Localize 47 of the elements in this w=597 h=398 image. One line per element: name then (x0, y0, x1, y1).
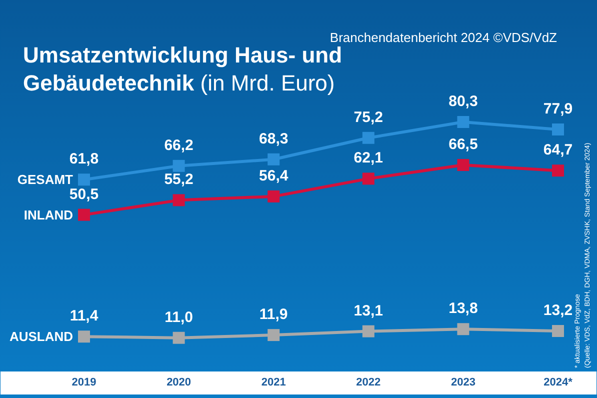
point (268, 190, 280, 202)
point (362, 172, 374, 185)
point (552, 164, 564, 177)
data-label: 61,8 (69, 150, 99, 168)
x-tick-label: 2022 (356, 376, 381, 388)
data-label: 13,8 (448, 300, 478, 318)
x-tick-label: 2023 (450, 376, 476, 388)
point (457, 158, 470, 171)
point (172, 194, 185, 206)
data-label: 64,7 (543, 142, 573, 159)
x-tick-label: 2019 (72, 376, 96, 388)
point (78, 330, 90, 343)
data-label: 75,2 (354, 108, 383, 126)
data-label: 66,2 (164, 136, 194, 154)
data-label: 11,9 (259, 306, 288, 324)
data-label: 11,0 (164, 308, 193, 326)
data-label: 62,1 (354, 150, 383, 167)
point (268, 329, 280, 342)
data-label: 66,5 (448, 136, 478, 153)
point (172, 160, 185, 172)
series-label: GESAMT (17, 172, 74, 188)
point (172, 332, 185, 344)
point (362, 325, 374, 338)
data-label: 11,4 (70, 308, 99, 325)
series-label: AUSLAND (9, 329, 73, 344)
point (268, 153, 280, 166)
x-tick-label: 2021 (261, 376, 286, 388)
point (552, 123, 564, 136)
data-label: 13,2 (543, 302, 573, 319)
data-label: 68,3 (259, 130, 288, 148)
x-tick-label: 2024* (544, 376, 574, 388)
series-label: INLAND (24, 207, 73, 222)
chart-title: Umsatzentwicklung Haus- und Gebäudetechnik (in Mrd. Euro) (23, 42, 342, 96)
point (362, 132, 374, 144)
point (457, 323, 470, 336)
data-label: 77,9 (543, 100, 573, 118)
point (78, 208, 90, 221)
data-label: 56,4 (259, 167, 289, 184)
data-label: 55,2 (164, 171, 194, 188)
data-label: 80,3 (448, 93, 478, 110)
data-label: 13,1 (354, 302, 383, 320)
point (457, 116, 470, 128)
point (552, 324, 564, 337)
point (78, 174, 90, 186)
x-tick-label: 2020 (166, 376, 192, 388)
text: Branchendatenbericht 2024 ©VDS/VdZ (330, 30, 558, 45)
data-label: 50,5 (69, 186, 99, 203)
